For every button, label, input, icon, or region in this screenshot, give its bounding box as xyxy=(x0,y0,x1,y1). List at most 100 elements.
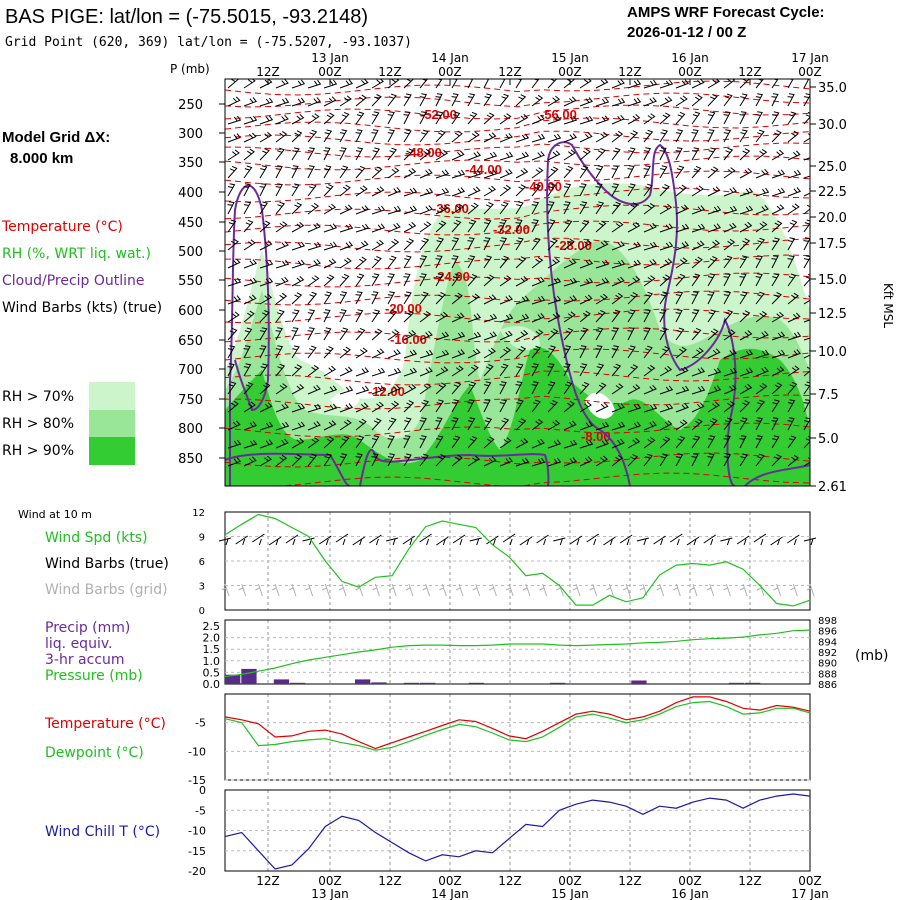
temperature-contour-label: -12.00 xyxy=(368,384,405,399)
wind-barb xyxy=(339,453,348,467)
wind-barb xyxy=(531,312,545,323)
wind-barb xyxy=(339,309,347,323)
wind-barb xyxy=(355,418,367,431)
wind-barb xyxy=(451,292,463,305)
wind-barb xyxy=(723,167,736,179)
wind-barb xyxy=(355,79,369,89)
wind-barb xyxy=(307,291,318,305)
wind-barb xyxy=(563,219,573,233)
wind-barb xyxy=(387,222,401,233)
wind-barb xyxy=(403,187,418,197)
wind-barb xyxy=(243,148,255,161)
wind-barb xyxy=(611,183,620,197)
wind-barb xyxy=(563,311,576,323)
wind-barb xyxy=(723,309,734,323)
temp-y-tick: -10 xyxy=(188,745,206,758)
wind-barb xyxy=(259,455,272,467)
pressure-y-tick: 888 xyxy=(818,669,837,680)
wind-barb xyxy=(563,96,577,107)
bottom-hour-label: 12Z xyxy=(498,874,522,888)
wind-barb xyxy=(355,205,370,215)
wind-barbs-profile xyxy=(227,79,810,467)
temperature-contour xyxy=(225,170,810,186)
surface-grid-wind-barb xyxy=(673,583,681,597)
wind-barb xyxy=(787,435,797,449)
station-title: BAS PIGE: lat/lon = (-75.5015, -93.2148) xyxy=(5,6,368,28)
wind-barb xyxy=(723,255,733,269)
wind-barb xyxy=(515,201,524,215)
wind-barb xyxy=(803,255,810,269)
wind-barb xyxy=(691,240,705,251)
wind-barb xyxy=(467,255,476,269)
wind-y-tick: 9 xyxy=(199,533,205,544)
wind-barb xyxy=(563,400,575,413)
pressure-y-tick: 896 xyxy=(818,627,837,638)
wind-barb xyxy=(419,237,430,251)
wind-barb xyxy=(323,96,337,107)
wind-barb xyxy=(739,129,748,143)
windchill-y-tick: -15 xyxy=(188,845,206,858)
wind-barb xyxy=(483,347,496,359)
wind-barb xyxy=(723,129,732,143)
wind-barb xyxy=(707,147,717,161)
surface-wind-barb xyxy=(252,533,265,546)
wind-barb xyxy=(259,363,269,377)
wind-barb xyxy=(275,79,289,89)
wind-barb xyxy=(627,309,636,323)
wind-barb xyxy=(403,273,411,287)
temperature-contour xyxy=(225,130,810,146)
wind-barb xyxy=(435,454,446,467)
wind-barb xyxy=(275,327,283,341)
wind-barb xyxy=(723,400,736,413)
wind-barb xyxy=(579,79,592,89)
wind-barb xyxy=(467,219,477,233)
legend-rh: RH (%, WRT liq. wat.) xyxy=(2,246,151,262)
wind-barb xyxy=(275,97,290,107)
wind-barb xyxy=(467,399,475,413)
wind-barb xyxy=(675,291,684,305)
wind-barb xyxy=(707,291,715,305)
wind-barb xyxy=(707,111,716,125)
wind-barb xyxy=(547,133,562,143)
wind-barb xyxy=(723,222,737,233)
wind-barb xyxy=(771,417,779,431)
wind-barb xyxy=(307,275,320,287)
wind-barb xyxy=(291,403,306,413)
wind-barb xyxy=(531,237,541,251)
wind-barb xyxy=(771,255,779,269)
wind-barb xyxy=(339,95,352,107)
wind-barb xyxy=(515,295,530,305)
wind-barb xyxy=(803,237,810,251)
wind-barb xyxy=(739,383,753,395)
wind-barb xyxy=(675,79,690,89)
wind-barb xyxy=(355,367,370,377)
surface-wind-barb xyxy=(352,536,365,546)
top-hour-label: 00Z xyxy=(678,65,702,79)
wind-barb xyxy=(499,399,508,413)
wind-barb xyxy=(691,402,705,413)
wind-barb xyxy=(307,420,321,431)
top-hour-label: 12Z xyxy=(738,65,762,79)
wind-barb xyxy=(243,363,252,377)
wind-barb xyxy=(307,129,318,143)
wind-barb xyxy=(755,237,766,251)
wind-barb xyxy=(259,220,271,233)
wind-barb xyxy=(595,382,607,395)
pressure-ticks: 250 300 350 400 450 500 550 600 650 700 750 800 850 xyxy=(178,98,225,467)
legend-swatch-rh80 xyxy=(89,410,135,438)
wind-barb xyxy=(611,165,619,179)
wind-barb xyxy=(659,327,668,341)
wind-barb xyxy=(291,309,300,323)
surface-grid-wind-barb xyxy=(656,583,665,597)
surface-grid-wind-barb xyxy=(706,583,715,597)
wind-barb xyxy=(643,403,658,413)
wind-barb xyxy=(307,165,315,179)
wind-barb xyxy=(595,363,605,377)
wind-barb xyxy=(259,131,273,143)
wind-barb xyxy=(387,349,401,359)
wind-barb xyxy=(451,187,466,197)
p-axis-label: P (mb) xyxy=(170,62,210,76)
cloud-outline-6 xyxy=(744,464,810,486)
wind-barb xyxy=(403,435,411,449)
wind-barb xyxy=(691,185,704,197)
